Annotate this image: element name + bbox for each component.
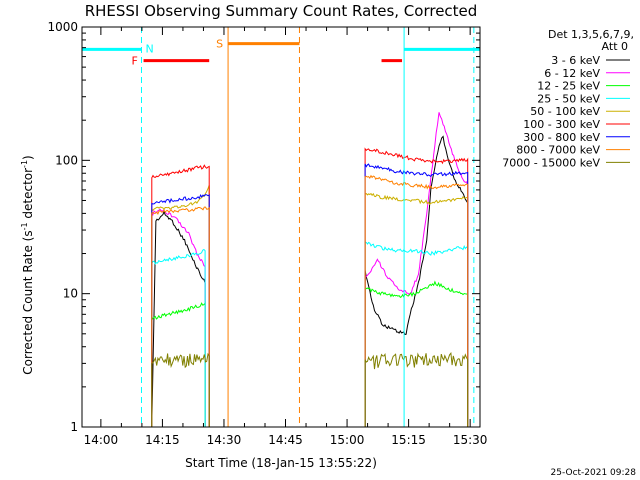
- legend-label-2: 12 - 25 keV: [537, 80, 600, 93]
- y-tick-label-3: 1000: [47, 20, 78, 34]
- y-tick-label-0: 1: [70, 420, 78, 434]
- series-line-3-segment-1: [364, 241, 469, 427]
- series-line-2-segment-1: [364, 280, 469, 427]
- y-axis-label-end: ): [21, 155, 35, 160]
- x-tick-label-0: 14:00: [84, 433, 119, 447]
- x-tick-label-6: 15:30: [453, 433, 488, 447]
- series-line-7-segment-0: [151, 206, 210, 427]
- series-line-7-segment-1: [364, 174, 469, 427]
- series-line-1-segment-1: [364, 112, 469, 427]
- y-axis-label-sup2: -1: [20, 160, 29, 168]
- legend-label-8: 7000 - 15000 keV: [502, 156, 600, 169]
- series-line-1-segment-0: [151, 208, 206, 427]
- legend-label-0: 3 - 6 keV: [551, 54, 600, 67]
- series-line-3-segment-0: [151, 248, 206, 427]
- y-axis-label-sup1: -1: [20, 222, 29, 230]
- y-axis-label: Corrected Count Rate (s-1 detector-1): [20, 155, 35, 374]
- legend-label-1: 6 - 12 keV: [544, 67, 600, 80]
- x-tick-label-4: 15:00: [330, 433, 365, 447]
- timestamp: 25-Oct-2021 09:28: [551, 468, 637, 478]
- plot-frame: [81, 26, 481, 428]
- night-marker-label: N: [145, 42, 153, 55]
- y-tick-label-2: 100: [55, 153, 78, 167]
- legend-label-6: 300 - 800 keV: [523, 131, 600, 144]
- series-line-6-segment-0: [151, 194, 210, 427]
- x-tick-label-5: 15:15: [391, 433, 426, 447]
- legend-label-5: 100 - 300 keV: [523, 118, 600, 131]
- series-line-2-segment-0: [151, 301, 206, 427]
- legend-label-7: 800 - 7000 keV: [516, 144, 600, 157]
- y-tick-label-1: 10: [63, 287, 78, 301]
- y-axis-label-main: Corrected Count Rate (s: [21, 230, 35, 374]
- series-line-4-segment-0: [151, 185, 210, 427]
- x-axis-label: Start Time (18-Jan-15 13:55:22): [185, 456, 377, 470]
- series-line-8-segment-1: [364, 351, 469, 427]
- legend-title-attenuator: Att 0: [602, 40, 628, 53]
- y-axis-label-mid: detector: [21, 168, 35, 223]
- series-line-8-segment-0: [151, 352, 210, 427]
- legend-title-detectors: Det 1,3,5,6,7,9,: [548, 28, 634, 41]
- x-tick-label-1: 14:15: [145, 433, 180, 447]
- flare-marker-label: F: [132, 55, 138, 68]
- series-line-5-segment-1: [364, 147, 469, 427]
- series-line-4-segment-1: [364, 192, 469, 427]
- series-line-5-segment-0: [151, 164, 210, 427]
- legend-label-4: 50 - 100 keV: [530, 105, 600, 118]
- series-line-0-segment-0: [151, 210, 206, 427]
- chart-title: RHESSI Observing Summary Count Rates, Co…: [85, 2, 478, 20]
- x-tick-label-3: 14:45: [268, 433, 303, 447]
- svg-text:Corrected Count Rate (s-1 dete: Corrected Count Rate (s-1 detector-1): [20, 155, 35, 374]
- legend-label-3: 25 - 50 keV: [537, 92, 600, 105]
- series-line-6-segment-1: [364, 163, 469, 427]
- x-tick-label-2: 14:30: [207, 433, 242, 447]
- saa-marker-label: S: [216, 38, 223, 51]
